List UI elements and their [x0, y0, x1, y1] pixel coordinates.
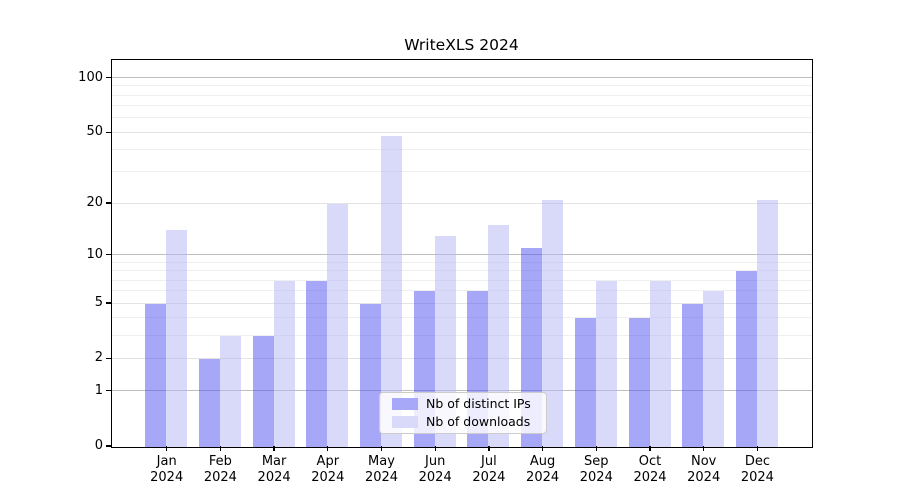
bar-distinct-ips: [682, 303, 704, 447]
x-tick-label: Jul 2024: [472, 454, 506, 485]
legend-label-distinct-ips: Nb of distinct IPs: [426, 396, 531, 412]
bar-downloads: [166, 230, 188, 447]
bar-downloads: [381, 135, 402, 447]
x-tick-label: Feb 2024: [203, 454, 237, 485]
x-tick-mark: [541, 446, 544, 451]
x-tick-label: Aug 2024: [526, 454, 560, 485]
bar-distinct-ips: [574, 318, 596, 447]
bar-distinct-ips: [306, 280, 328, 447]
y-tick-label: 10: [86, 246, 103, 262]
bar-distinct-ips: [198, 358, 220, 447]
bar-downloads: [595, 280, 617, 447]
legend-item-distinct-ips: Nb of distinct IPs: [392, 396, 540, 413]
gridline-major: [111, 302, 812, 304]
y-tick-label: 50: [86, 124, 103, 140]
y-tick-label: 0: [94, 438, 103, 453]
gridline-minor: [111, 117, 812, 119]
bar-downloads: [488, 225, 510, 447]
x-tick-mark: [649, 446, 651, 451]
chart-title: WriteXLS 2024: [404, 36, 519, 54]
bar-downloads: [327, 203, 349, 447]
gridline-minor: [111, 290, 812, 292]
bar-downloads: [542, 199, 564, 447]
gridline-major: [111, 357, 812, 359]
x-tick-label: Sep 2024: [579, 454, 613, 485]
x-tick-mark: [434, 446, 436, 451]
gridline-minor: [111, 270, 812, 272]
legend-swatch-downloads: [392, 415, 418, 428]
gridline-minor: [111, 94, 812, 96]
bar-downloads: [649, 280, 671, 447]
gridline-minor: [111, 105, 812, 107]
x-tick-mark: [166, 446, 168, 451]
x-tick-label: Oct 2024: [633, 454, 667, 485]
y-tick-label: 100: [78, 69, 103, 85]
bar-distinct-ips: [252, 335, 274, 447]
gridline-minor: [111, 334, 812, 336]
gridline-minor: [111, 317, 812, 319]
x-tick-mark: [756, 446, 759, 451]
gridline-minor: [111, 261, 812, 263]
gridline-minor: [111, 279, 812, 281]
y-tick-label: 20: [86, 195, 103, 210]
y-tick-mark: [106, 302, 111, 304]
y-tick-label: 5: [94, 294, 103, 310]
gridline-major: [111, 131, 812, 133]
y-tick-mark: [106, 445, 111, 447]
x-tick-label: Nov 2024: [687, 454, 721, 485]
x-tick-mark: [595, 446, 597, 451]
y-tick-label: 2: [94, 350, 103, 366]
y-tick-mark: [106, 202, 111, 204]
bar-downloads: [219, 335, 241, 447]
x-tick-mark: [488, 446, 490, 451]
x-tick-mark: [703, 446, 705, 451]
y-tick-mark: [106, 390, 111, 392]
gridline-decade: [111, 254, 812, 256]
x-tick-label: Dec 2024: [740, 454, 774, 485]
bar-distinct-ips: [628, 318, 650, 447]
y-tick-mark: [106, 357, 111, 359]
legend-label-downloads: Nb of downloads: [426, 413, 531, 429]
bar-downloads: [703, 291, 725, 447]
legend-item-downloads: Nb of downloads: [392, 413, 540, 430]
y-tick-mark: [106, 253, 111, 256]
x-tick-mark: [327, 446, 329, 451]
gridline-decade: [111, 77, 812, 79]
gridline-minor: [111, 171, 812, 173]
legend: Nb of distinct IPs Nb of downloads: [379, 392, 547, 434]
y-tick-mark: [106, 77, 111, 79]
bar-distinct-ips: [360, 303, 381, 447]
plot-area: [110, 58, 813, 448]
x-tick-label: May 2024: [364, 454, 399, 485]
y-tick-mark: [106, 131, 111, 133]
x-tick-mark: [219, 446, 222, 451]
gridline-decade: [111, 390, 812, 392]
bar-distinct-ips: [145, 303, 167, 447]
y-tick-label: 1: [94, 382, 103, 398]
x-tick-mark: [273, 446, 275, 451]
x-tick-label: Apr 2024: [311, 454, 345, 485]
bar-downloads: [273, 280, 295, 447]
x-tick-label: Jun 2024: [418, 454, 452, 485]
x-tick-label: Jan 2024: [150, 454, 184, 485]
bar-downloads: [756, 199, 778, 447]
bar-distinct-ips: [735, 271, 757, 447]
x-tick-label: Mar 2024: [257, 454, 291, 485]
x-tick-mark: [380, 446, 383, 451]
legend-swatch-distinct-ips: [392, 398, 418, 411]
gridline-minor: [111, 149, 812, 151]
gridline-minor: [111, 85, 812, 87]
gridline-major: [111, 202, 812, 204]
